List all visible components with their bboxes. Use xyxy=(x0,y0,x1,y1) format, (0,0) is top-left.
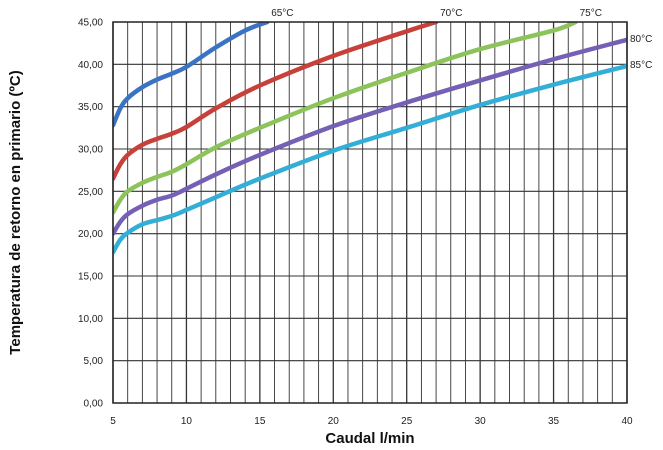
series-labels: 65°C 70°C 75°C 80°C 85°C xyxy=(271,8,652,71)
x-tick-label: 5 xyxy=(110,416,116,427)
x-tick-label: 35 xyxy=(548,416,560,427)
x-axis-title: Caudal l/min xyxy=(325,430,414,447)
y-tick-label: 40,00 xyxy=(78,60,103,71)
y-tick-label: 20,00 xyxy=(78,229,103,240)
x-tick-labels: 5 10 15 20 25 30 35 40 xyxy=(110,416,633,427)
y-tick-label: 35,00 xyxy=(78,102,103,113)
x-tick-label: 20 xyxy=(328,416,340,427)
series-line xyxy=(113,66,627,252)
x-tick-label: 15 xyxy=(254,416,266,427)
y-tick-label: 15,00 xyxy=(78,272,103,283)
series-label: 80°C xyxy=(630,34,652,45)
y-tick-label: 45,00 xyxy=(78,18,103,29)
y-tick-label: 5,00 xyxy=(84,356,104,367)
y-axis-title: Temperatura de retorno en primario (ºC) xyxy=(7,70,24,354)
series-line xyxy=(113,22,267,125)
y-tick-label: 25,00 xyxy=(78,187,103,198)
x-tick-label: 30 xyxy=(475,416,487,427)
y-tick-labels: 0,00 5,00 10,00 15,00 20,00 25,00 30,00 35,00 40… xyxy=(78,18,103,410)
series-label: 75°C xyxy=(580,8,602,19)
x-tick-label: 25 xyxy=(401,416,413,427)
series-lines xyxy=(113,22,627,252)
grid xyxy=(113,22,627,403)
plot-frame xyxy=(113,22,627,403)
series-label: 70°C xyxy=(440,8,462,19)
y-tick-label: 10,00 xyxy=(78,314,103,325)
y-tick-label: 30,00 xyxy=(78,145,103,156)
series-label: 85°C xyxy=(630,60,652,71)
x-tick-label: 10 xyxy=(181,416,193,427)
series-label: 65°C xyxy=(271,8,293,19)
x-tick-label: 40 xyxy=(621,416,633,427)
y-tick-label: 0,00 xyxy=(84,399,104,410)
